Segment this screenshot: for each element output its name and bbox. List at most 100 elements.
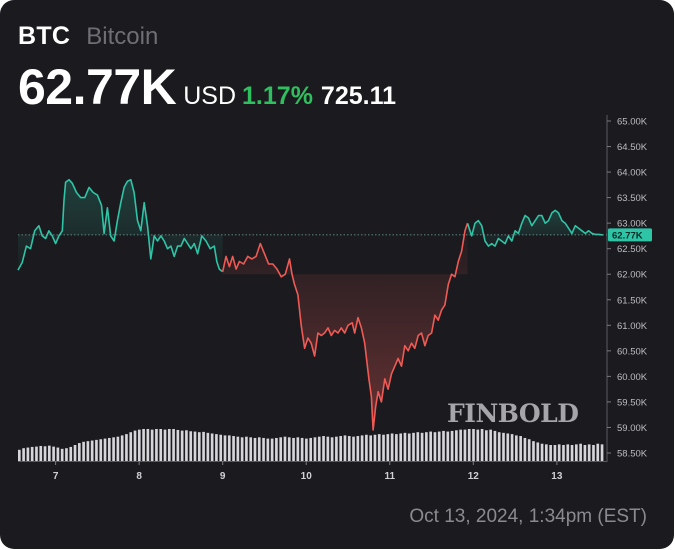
volume-bar (437, 431, 441, 461)
volume-bar (287, 437, 291, 461)
volume-bar (35, 446, 38, 461)
currency-label: USD (183, 82, 237, 110)
y-tick-label: 62.00K (617, 270, 648, 281)
volume-bar (305, 438, 308, 461)
volume-bar (540, 443, 544, 461)
volume-bar (65, 448, 68, 461)
current-price-badge (608, 228, 652, 242)
price-area-fill (467, 210, 603, 247)
volume-bar (420, 432, 424, 461)
volume-bar (223, 435, 227, 461)
volume-bar (99, 439, 103, 461)
volume-bar (510, 434, 514, 461)
volume-bar (275, 437, 278, 461)
volume-bar (172, 429, 175, 461)
volume-bar (18, 449, 21, 461)
volume-bar (382, 434, 385, 461)
finbold-watermark: FINBOLD (447, 399, 578, 428)
volume-bar (386, 434, 390, 461)
volume-bar (502, 432, 505, 461)
volume-bar (377, 434, 381, 461)
volume-bar (356, 436, 360, 461)
volume-bar (399, 433, 402, 461)
volume-bar (446, 431, 450, 461)
volume-bar (249, 437, 253, 461)
volume-bar (390, 433, 394, 461)
volume-bar (463, 429, 467, 461)
y-tick-label: 58.50K (617, 449, 648, 460)
price-row: 62.77K USD 1.17% 725.11 (18, 58, 396, 116)
volume-bar (257, 437, 261, 461)
volume-bar (189, 431, 193, 461)
volume-bar (467, 429, 471, 461)
volume-bar (480, 429, 484, 461)
volume-bar (570, 445, 574, 461)
volume-bar (103, 438, 107, 461)
volume-bar (245, 436, 248, 461)
volume-bar (292, 437, 295, 461)
volume-bar (26, 447, 30, 461)
price-lines (17, 178, 603, 431)
volume-bar (270, 438, 274, 461)
y-tick-label: 63.50K (617, 193, 648, 204)
volume-bar (425, 432, 428, 461)
volume-bar (150, 429, 154, 461)
volume-bar (347, 436, 351, 461)
volume-bar (562, 445, 565, 461)
volume-bar (69, 446, 73, 461)
x-tick-label: 10 (301, 471, 313, 482)
volume-bar (206, 432, 210, 461)
volume-bar (592, 445, 595, 461)
volume-bar (39, 445, 43, 461)
volume-bar (73, 445, 77, 461)
volume-bar (352, 436, 355, 461)
volume-bar (373, 434, 377, 461)
y-tick-label: 61.00K (617, 321, 648, 332)
volume-bar (493, 430, 497, 461)
volume-bar (86, 441, 90, 461)
volume-bar (146, 429, 150, 461)
y-tick-label: 63.00K (617, 219, 648, 230)
volume-bar (566, 444, 570, 461)
ticker-symbol: BTC (18, 22, 71, 50)
axes: 65.00K 64.50K 64.00K 63.50K 63.00K 62.50K 62.0… (18, 115, 652, 482)
x-tick-label: 8 (136, 471, 142, 482)
volume-bar (266, 438, 270, 461)
volume-bar (433, 432, 437, 461)
price-line-down-segment (221, 222, 469, 431)
volume-bar (596, 443, 600, 461)
volume-bar (227, 435, 231, 461)
y-tick-label: 60.00K (617, 372, 648, 383)
y-tick-label: 59.50K (617, 397, 648, 408)
volume-bar (442, 430, 445, 461)
volume-bar (296, 437, 300, 461)
x-tick-label: 7 (53, 471, 59, 482)
volume-bar (137, 429, 141, 461)
volume-bar (532, 441, 535, 461)
change-absolute: 725.11 (320, 82, 397, 110)
volume-bar (549, 445, 552, 461)
volume-bar (90, 440, 94, 461)
volume-bar (515, 435, 518, 461)
x-tick-label: 9 (220, 471, 226, 482)
volume-bar (313, 437, 317, 461)
volume-bar (545, 444, 548, 461)
volume-bar (193, 431, 197, 461)
asset-name: Bitcoin (86, 23, 159, 50)
price-area-fill (18, 179, 223, 272)
volume-bar (167, 429, 171, 461)
volume-bar (476, 429, 480, 461)
volume-bar (202, 431, 205, 461)
volume-bar (455, 430, 458, 461)
volume-bar (197, 432, 201, 461)
volume-bar (112, 437, 115, 461)
volume-bar (412, 432, 415, 461)
volume-bar (180, 430, 184, 461)
volume-bar (219, 434, 223, 461)
volume-bar (43, 446, 47, 461)
volume-bar (339, 436, 343, 461)
timestamp: Oct 13, 2024, 1:34pm (EST) (409, 506, 647, 527)
volume-bar (472, 429, 475, 461)
